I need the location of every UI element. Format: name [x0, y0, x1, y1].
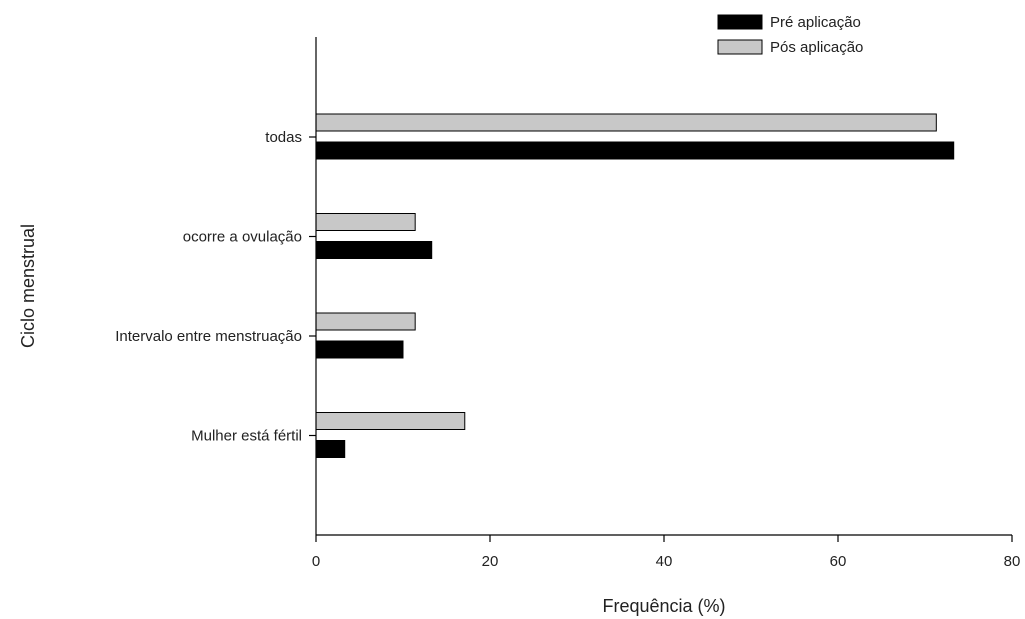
x-tick-label: 40: [656, 553, 673, 570]
category-label: ocorre a ovulação: [183, 229, 302, 246]
legend-swatch-pre: [718, 15, 762, 29]
axes-layer: [316, 37, 1012, 535]
bar-pre: [316, 142, 954, 159]
legend-label-pre: Pré aplicação: [770, 14, 861, 31]
x-ticks-layer: 0 20 40 60 80: [312, 535, 1021, 570]
category-label: Mulher está fértil: [191, 428, 302, 445]
x-tick-label: 60: [830, 553, 847, 570]
bar-pre: [316, 441, 345, 458]
x-axis-title: Frequência (%): [602, 596, 725, 616]
category-labels-layer: todas ocorre a ovulação Intervalo entre me…: [115, 129, 316, 445]
legend: Pré aplicação Pós aplicação: [718, 14, 863, 56]
legend-label-pos: Pós aplicação: [770, 39, 863, 56]
y-axis-title: Ciclo menstrual: [18, 224, 38, 348]
bars-layer: [316, 114, 954, 458]
x-tick-label: 0: [312, 553, 320, 570]
bar-pos: [316, 114, 936, 131]
category-label: todas: [265, 129, 302, 146]
bar-pre: [316, 341, 403, 358]
bar-pos: [316, 313, 415, 330]
category-label: Intervalo entre menstruação: [115, 328, 302, 345]
bar-pos: [316, 214, 415, 231]
x-tick-label: 20: [482, 553, 499, 570]
bar-pos: [316, 413, 465, 430]
bar-pre: [316, 242, 432, 259]
legend-swatch-pos: [718, 40, 762, 54]
x-tick-label: 80: [1004, 553, 1021, 570]
